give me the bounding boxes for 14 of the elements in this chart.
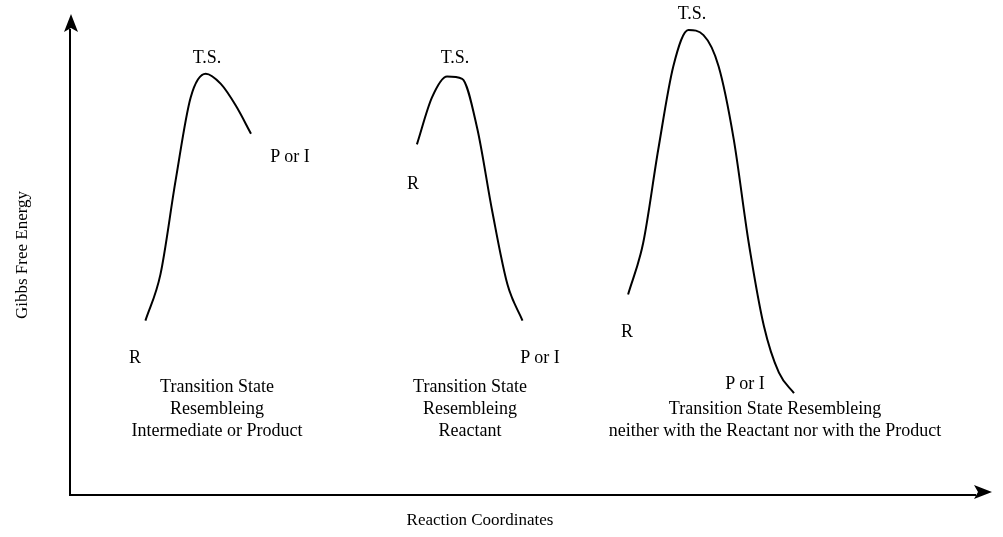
annotation: T.S. <box>192 46 222 68</box>
annotation: P or I <box>270 145 310 167</box>
annotation: R <box>406 172 420 194</box>
annotation: Transition State Resembleing Reactant <box>413 375 527 441</box>
annotation: Transition State Resembleing neither with the Reactant nor with the Product <box>608 397 942 441</box>
annotation: P or I <box>725 372 765 394</box>
y-axis-title: Gibbs Free Energy <box>12 190 32 320</box>
x-axis-title: Reaction Coordinates <box>406 510 554 530</box>
annotation: R <box>620 320 634 342</box>
annotation: T.S. <box>440 46 470 68</box>
annotation: Transition State Resembleing Intermediate or Product <box>131 375 303 441</box>
annotation: P or I <box>520 346 560 368</box>
text: T.S. <box>677 2 707 24</box>
annotation: R <box>128 346 142 368</box>
